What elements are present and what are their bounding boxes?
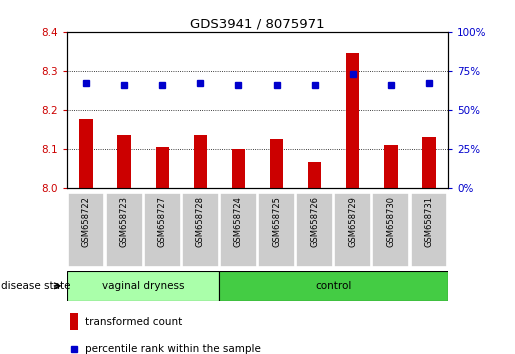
Text: GSM658726: GSM658726 — [310, 196, 319, 247]
Bar — [220, 193, 257, 268]
Text: GSM658722: GSM658722 — [81, 196, 91, 247]
Bar — [308, 162, 321, 188]
Text: GSM658723: GSM658723 — [119, 196, 129, 247]
Text: vaginal dryness: vaginal dryness — [102, 281, 184, 291]
Bar — [70, 313, 78, 330]
Bar — [372, 193, 409, 268]
Bar — [67, 193, 105, 268]
Text: GSM658724: GSM658724 — [234, 196, 243, 247]
Bar — [270, 139, 283, 188]
Bar — [410, 193, 448, 268]
Bar — [334, 193, 371, 268]
Bar — [106, 193, 143, 268]
Bar — [67, 271, 219, 301]
Text: transformed count: transformed count — [85, 317, 182, 327]
Text: GSM658731: GSM658731 — [424, 196, 434, 247]
Text: control: control — [316, 281, 352, 291]
Text: percentile rank within the sample: percentile rank within the sample — [85, 344, 261, 354]
Bar — [144, 193, 181, 268]
Bar — [422, 137, 436, 188]
Bar — [156, 147, 169, 188]
Text: GSM658728: GSM658728 — [196, 196, 205, 247]
Bar — [296, 193, 333, 268]
Bar — [232, 149, 245, 188]
Bar — [219, 271, 448, 301]
Title: GDS3941 / 8075971: GDS3941 / 8075971 — [190, 18, 325, 31]
Text: GSM658729: GSM658729 — [348, 196, 357, 247]
Bar — [182, 193, 219, 268]
Bar — [79, 119, 93, 188]
Bar — [117, 135, 131, 188]
Text: GSM658727: GSM658727 — [158, 196, 167, 247]
Text: GSM658725: GSM658725 — [272, 196, 281, 247]
Bar — [384, 145, 398, 188]
Text: GSM658730: GSM658730 — [386, 196, 396, 247]
Bar — [346, 53, 359, 188]
Bar — [258, 193, 295, 268]
Text: disease state: disease state — [1, 281, 71, 291]
Bar — [194, 135, 207, 188]
